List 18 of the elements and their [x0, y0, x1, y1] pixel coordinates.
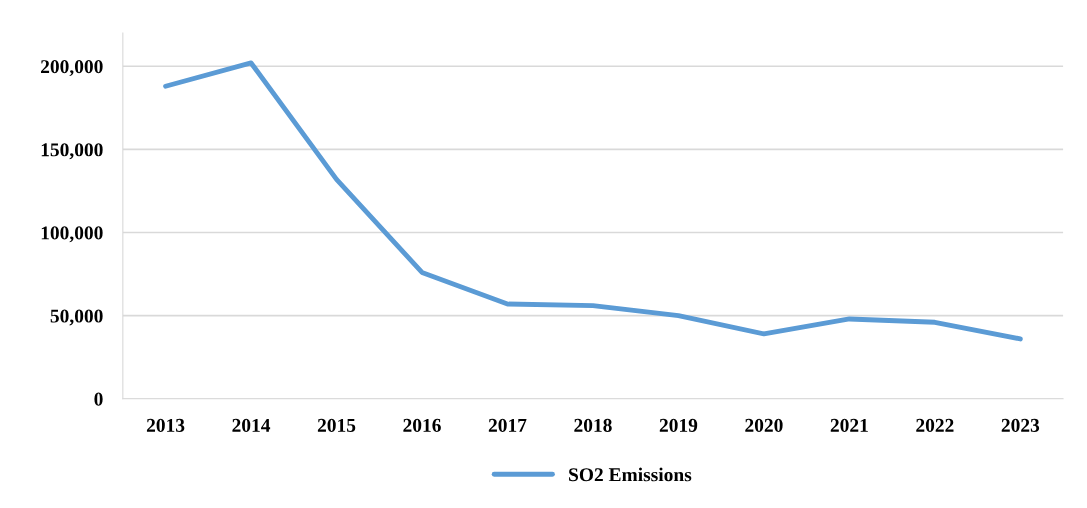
x-tick-label: 2013 [146, 418, 185, 432]
x-tick-label: 2019 [659, 418, 698, 432]
y-tick-label: 0 [94, 392, 103, 406]
x-tick-label: 2017 [488, 418, 527, 432]
x-tick-label: 2016 [403, 418, 441, 432]
x-tick-label: 2020 [745, 418, 783, 432]
y-tick-label: 150,000 [41, 143, 103, 160]
x-tick-label: 2015 [317, 418, 356, 432]
y-tick-label: 50,000 [50, 309, 103, 326]
x-tick-label: 2022 [916, 418, 954, 432]
x-tick-label: 2014 [232, 418, 271, 432]
line-series [163, 60, 1023, 342]
y-tick-label: 100,000 [41, 226, 103, 243]
y-tick-label: 200,000 [41, 60, 103, 77]
x-tick-label: 2018 [574, 418, 612, 432]
legend-label: SO2 Emissions [569, 467, 692, 482]
x-tick-label: 2021 [830, 418, 868, 432]
x-tick-label: 2023 [1001, 418, 1040, 432]
